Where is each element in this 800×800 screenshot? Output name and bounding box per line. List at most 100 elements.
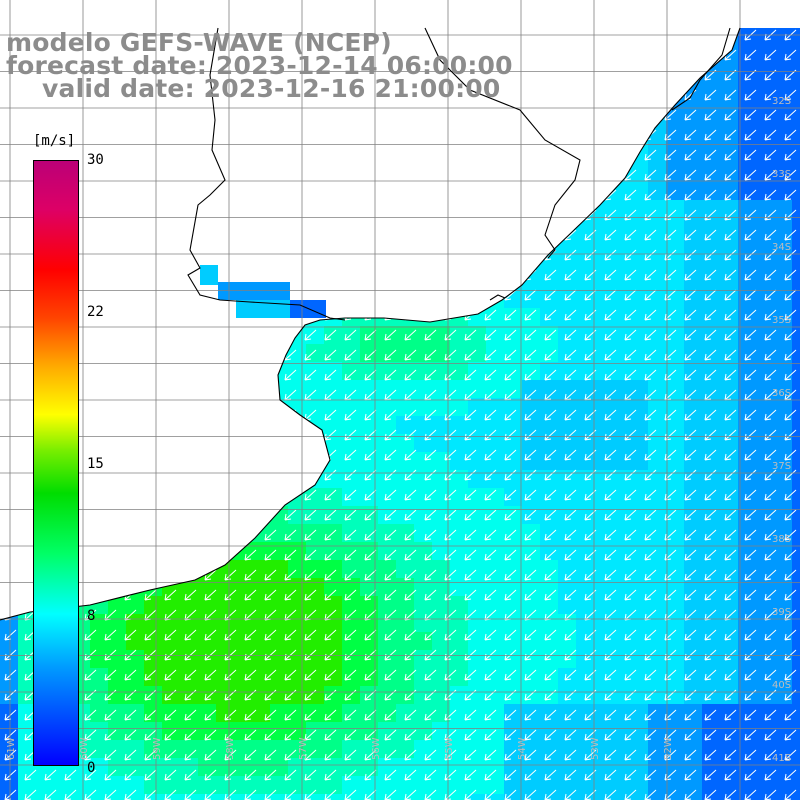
- speed-cell: [468, 632, 487, 651]
- wind-arrow: [324, 649, 337, 661]
- wind-arrow: [624, 209, 637, 221]
- speed-cell: [630, 668, 649, 687]
- speed-cell: [468, 596, 487, 615]
- speed-cell: [756, 326, 775, 345]
- wind-arrow: [504, 309, 517, 321]
- wind-arrow: [524, 669, 537, 681]
- speed-cell: [630, 344, 649, 363]
- speed-cell: [630, 542, 649, 561]
- speed-cell: [342, 326, 361, 345]
- wind-arrow: [604, 369, 617, 381]
- speed-cell: [126, 794, 145, 800]
- speed-cell: [504, 704, 523, 723]
- speed-cell: [594, 218, 613, 237]
- wind-arrow: [284, 529, 297, 541]
- speed-cell: [576, 560, 595, 579]
- wind-arrow: [724, 409, 737, 421]
- wind-arrow: [604, 749, 617, 761]
- wind-arrow: [564, 669, 577, 681]
- speed-cell: [378, 614, 397, 633]
- speed-cell: [612, 668, 631, 687]
- speed-cell: [774, 560, 793, 579]
- wind-arrow: [364, 369, 377, 381]
- speed-cell: [594, 380, 613, 399]
- speed-cell: [342, 614, 361, 633]
- speed-cell: [792, 686, 800, 705]
- speed-cell: [198, 632, 217, 651]
- wind-arrow: [464, 449, 477, 461]
- wind-arrow: [504, 749, 517, 761]
- wind-arrow: [684, 249, 697, 261]
- wind-arrow: [564, 289, 577, 301]
- wind-arrow: [784, 189, 797, 201]
- speed-cell: [702, 650, 721, 669]
- wind-arrow: [524, 749, 537, 761]
- wind-arrow: [284, 649, 297, 661]
- wind-arrow: [284, 709, 297, 721]
- speed-cell: [630, 308, 649, 327]
- speed-cell: [324, 668, 343, 687]
- speed-cell: [792, 416, 800, 435]
- speed-cell: [378, 362, 397, 381]
- wind-arrow: [704, 369, 717, 381]
- speed-cell: [234, 740, 253, 759]
- speed-cell: [612, 398, 631, 417]
- speed-cell: [414, 596, 433, 615]
- wind-arrow: [624, 569, 637, 581]
- wind-arrow: [624, 549, 637, 561]
- speed-cell: [702, 794, 721, 800]
- wind-arrow: [464, 669, 477, 681]
- wind-arrow: [324, 709, 337, 721]
- wind-arrow: [564, 309, 577, 321]
- wind-arrow: [744, 89, 757, 101]
- speed-cell: [648, 506, 667, 525]
- speed-cell: [540, 596, 559, 615]
- speed-cell: [774, 380, 793, 399]
- wind-arrow: [484, 429, 497, 441]
- speed-cell: [792, 794, 800, 800]
- speed-cell: [594, 758, 613, 777]
- speed-cell: [486, 344, 505, 363]
- wind-arrow: [204, 649, 217, 661]
- speed-cell: [684, 182, 703, 201]
- speed-cell: [576, 596, 595, 615]
- wind-arrow: [264, 549, 277, 561]
- wind-arrow: [284, 569, 297, 581]
- speed-cell: [342, 740, 361, 759]
- wind-arrow: [624, 669, 637, 681]
- wind-arrow: [244, 709, 257, 721]
- wind-arrow: [144, 749, 157, 761]
- speed-cell: [558, 380, 577, 399]
- wind-arrow: [484, 349, 497, 361]
- wind-arrow: [324, 369, 337, 381]
- speed-cell: [720, 326, 739, 345]
- lat-label: 33S: [772, 169, 791, 180]
- wind-arrow: [764, 209, 777, 221]
- speed-cell: [774, 452, 793, 471]
- wind-arrow: [424, 509, 437, 521]
- wind-arrow: [784, 469, 797, 481]
- wind-arrow: [164, 629, 177, 641]
- speed-cell: [270, 776, 289, 795]
- wind-arrow: [384, 649, 397, 661]
- speed-cell: [504, 380, 523, 399]
- speed-cell: [540, 434, 559, 453]
- wind-arrow: [724, 249, 737, 261]
- speed-cell: [774, 182, 793, 201]
- speed-cell: [720, 398, 739, 417]
- wind-arrow: [304, 349, 317, 361]
- speed-cell: [666, 596, 685, 615]
- speed-cell: [90, 776, 109, 795]
- speed-cell: [198, 686, 217, 705]
- wind-arrow: [744, 369, 757, 381]
- lat-label: 37S: [772, 461, 791, 472]
- wind-arrow: [384, 469, 397, 481]
- speed-cell: [504, 668, 523, 687]
- wind-arrow: [344, 729, 357, 741]
- speed-cell: [792, 398, 800, 417]
- wind-arrow: [344, 369, 357, 381]
- speed-cell: [702, 452, 721, 471]
- speed-cell: [792, 632, 800, 651]
- speed-cell: [540, 488, 559, 507]
- wind-arrow: [464, 489, 477, 501]
